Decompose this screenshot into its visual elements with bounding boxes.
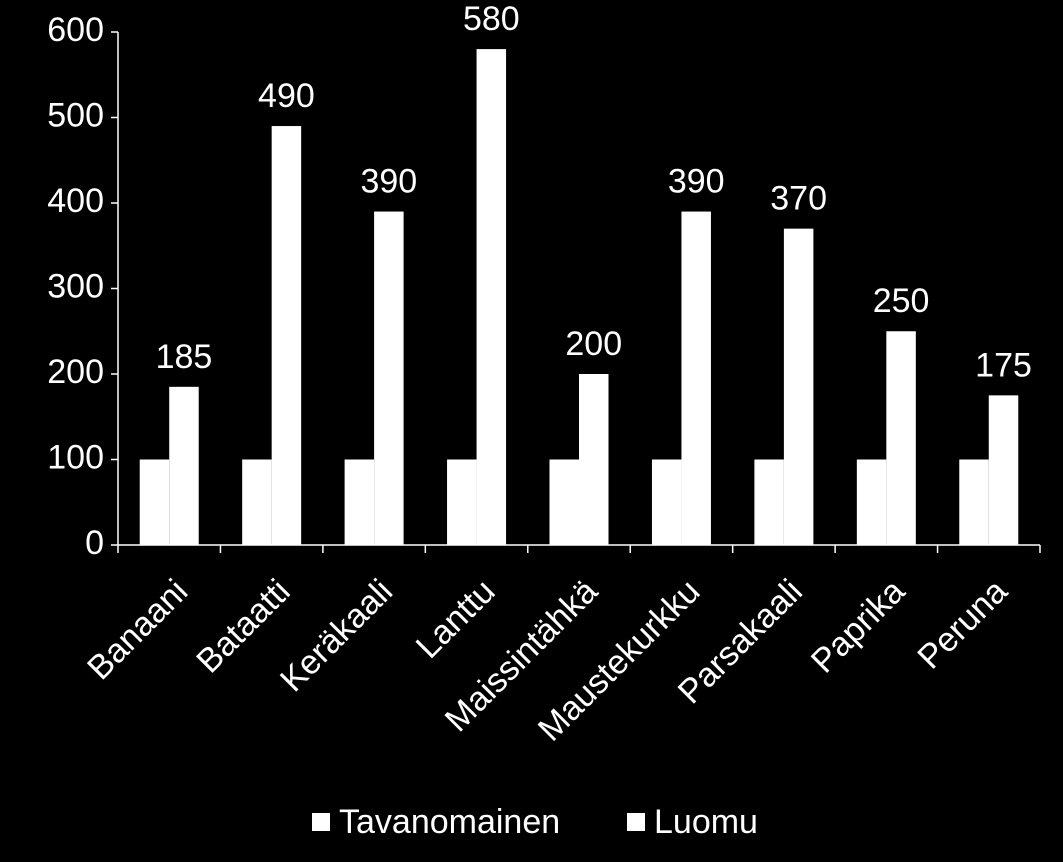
bar [169,386,199,545]
y-tick-label: 300 [47,267,104,305]
bar [476,49,507,545]
data-label: 185 [156,338,213,376]
data-label: 370 [770,180,827,218]
bar [754,459,784,545]
data-label: 250 [873,282,930,320]
bar [447,459,477,545]
y-tick-label: 100 [47,438,104,476]
data-label: 200 [565,325,622,363]
y-tick-label: 200 [47,353,104,391]
legend-swatch [312,813,330,831]
bar [271,126,302,546]
y-tick-label: 0 [85,524,104,562]
bar [549,459,579,545]
bar [374,211,404,546]
data-label: 490 [258,77,315,115]
y-tick-label: 600 [47,11,104,49]
bar [886,331,916,545]
data-label: 175 [975,346,1032,384]
data-label: 390 [360,163,417,201]
bar [579,374,609,545]
y-tick-label: 400 [47,182,104,220]
bar [242,459,272,545]
bar [959,459,989,545]
data-label: 580 [463,0,520,38]
bar [988,395,1019,545]
bar [344,459,375,545]
bar [783,228,814,545]
bar [139,459,170,545]
legend-swatch [627,813,645,831]
legend-label: Tavanomainen [339,803,560,841]
y-tick-label: 500 [47,96,104,134]
bar [856,459,887,545]
bar [681,211,711,546]
legend-label: Luomu [654,803,758,841]
bar [651,459,682,545]
data-label: 390 [668,163,725,201]
